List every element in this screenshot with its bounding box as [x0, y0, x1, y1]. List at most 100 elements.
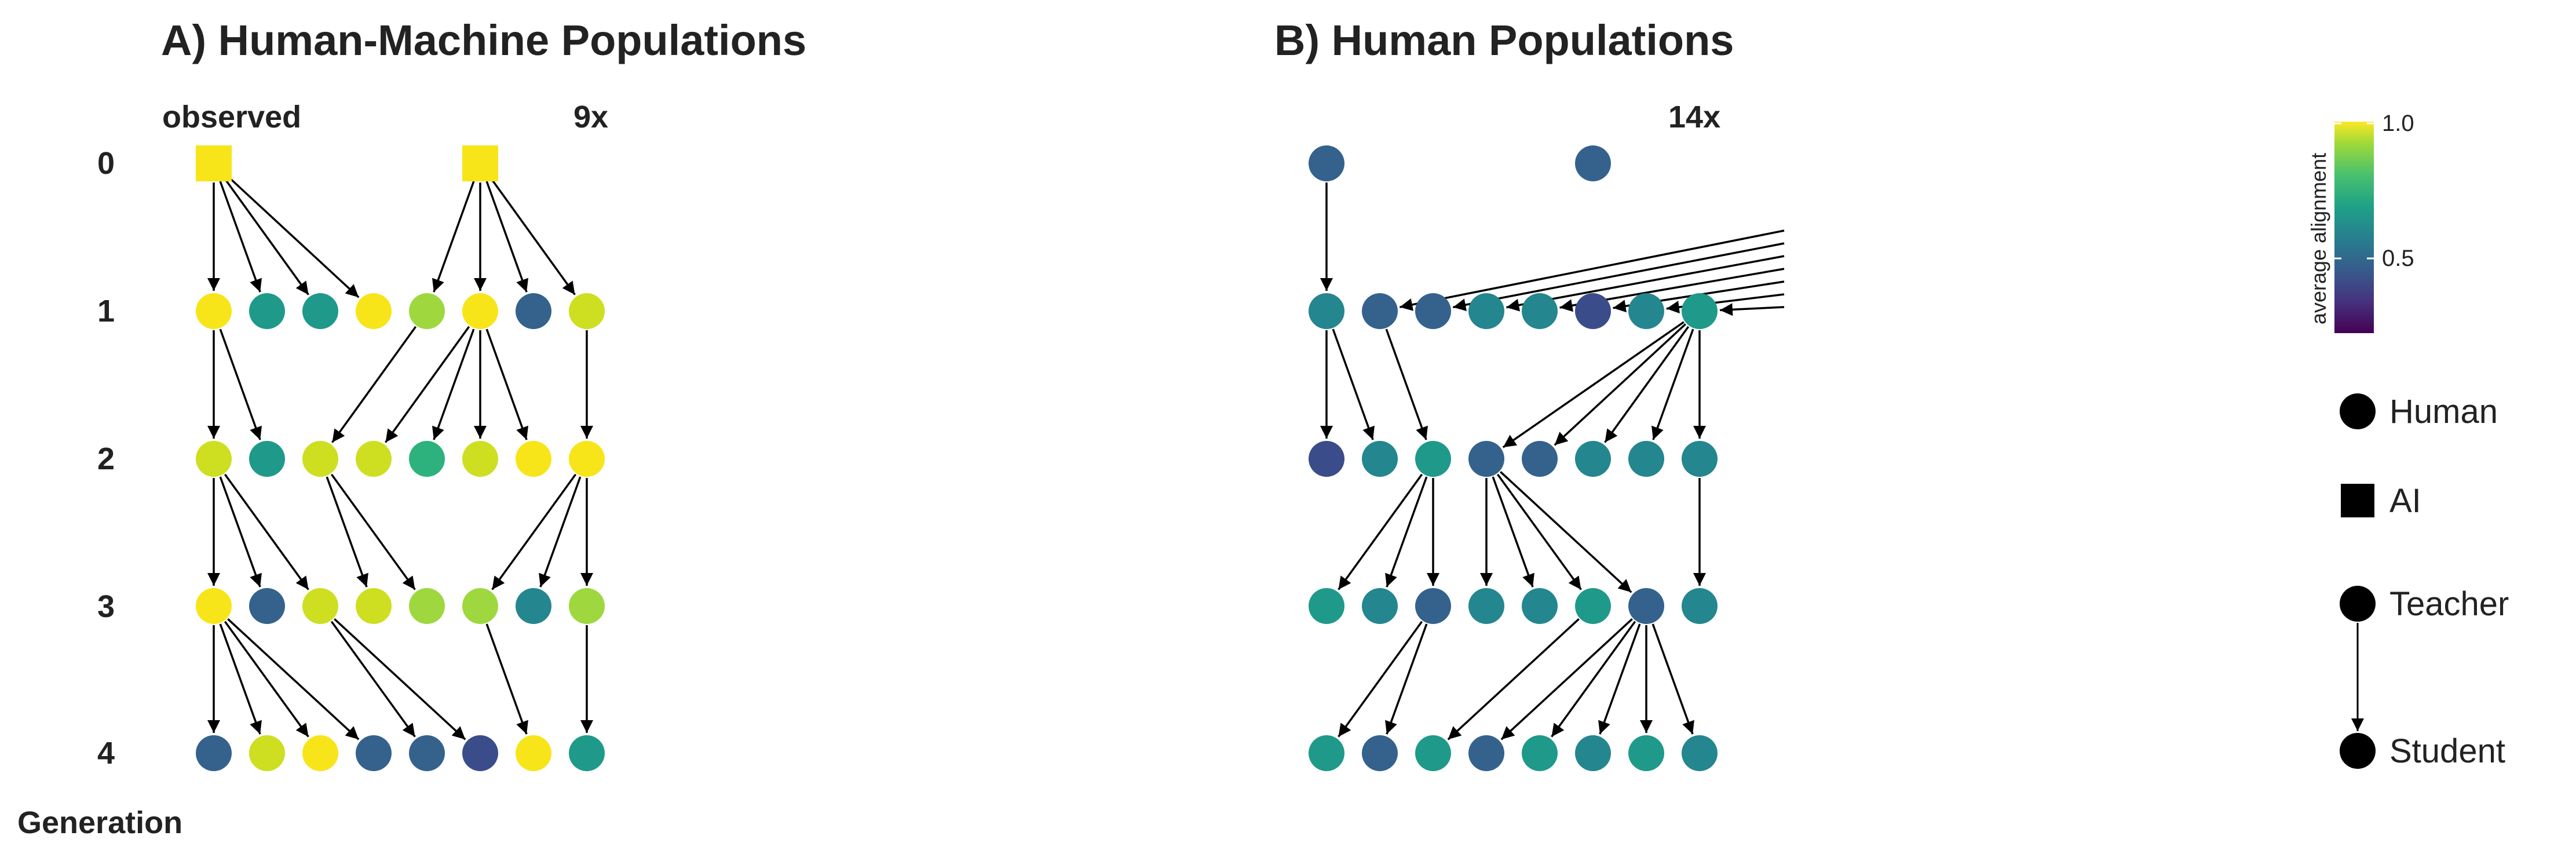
panel-a-edge [219, 476, 262, 587]
panel-b-edge [1598, 623, 1641, 735]
legend-teacher-label: Teacher [2389, 585, 2509, 623]
panel-b-offpanel-edge [1719, 303, 1785, 316]
panel-a-human-node [462, 441, 498, 477]
legend-student-circle [2340, 733, 2376, 769]
panel-b-edge [1651, 623, 1694, 735]
panel-a-human-node [249, 293, 285, 329]
panel-a-human-node [409, 735, 445, 771]
colorbar-tick-label-05: 0.5 [2382, 246, 2414, 271]
panel-a-edge [485, 329, 529, 440]
panel-b-human-node [1575, 293, 1611, 329]
panel-b-edge [1338, 473, 1423, 590]
panel-a-human-node [569, 293, 605, 329]
panel-b-human-node [1522, 735, 1558, 771]
panel-b-edge [1447, 618, 1580, 740]
panel-b-edge [1385, 329, 1428, 440]
panel-b-human-node [1682, 441, 1718, 477]
panel-b-multiplier: 14x [1668, 100, 1720, 134]
panel-b-human-node [1468, 441, 1504, 477]
legend-student-label: Student [2389, 732, 2505, 770]
panel-b-human-node [1522, 441, 1558, 477]
panel-b-human-node [1468, 588, 1504, 624]
panel-a-human-node [462, 735, 498, 771]
panel-a-human-node [196, 735, 232, 771]
panel-a-human-node [409, 441, 445, 477]
panel-b-offpanel-edge [1453, 242, 1785, 311]
panel-a-human-node [409, 293, 445, 329]
panel-a-human-node [516, 735, 551, 771]
panel-b-edge [1554, 323, 1686, 446]
shape-legend: Human AI Teacher Student [2340, 393, 2509, 770]
panel-a-edge [330, 621, 416, 738]
colorbar-title: average alignment [2307, 153, 2330, 324]
panel-a-edge [539, 476, 582, 587]
panel-a-human-node [356, 293, 392, 329]
generation-tick-3: 3 [97, 589, 115, 624]
panel-a-edge [219, 181, 262, 293]
panel-a-human-node [249, 441, 285, 477]
panel-b-human-node [1575, 588, 1611, 624]
panel-b-edge [1332, 329, 1375, 440]
panel-a-edge [227, 618, 360, 740]
panel-b-human-node [1362, 293, 1398, 329]
panel-b-edge [1492, 476, 1534, 587]
legend-human-circle [2340, 393, 2376, 429]
panel-b-human-node [1575, 145, 1611, 181]
panel-b-human-node [1415, 735, 1451, 771]
panel-b-nodes [1309, 145, 1718, 771]
legend-ai-square [2341, 484, 2374, 517]
panel-a-edge [334, 618, 466, 740]
panel-b-edge [1551, 621, 1636, 738]
panel-a-human-node [356, 588, 392, 624]
panel-a-human-node [356, 735, 392, 771]
panel-a-human-node [409, 588, 445, 624]
panel-b-edge [1385, 623, 1428, 735]
panel-b-human-node [1575, 441, 1611, 477]
panel-b-human-node [1522, 588, 1558, 624]
generation-axis-label: Generation [17, 805, 182, 840]
panel-b-human-node [1309, 293, 1344, 329]
panel-a-human-node [516, 293, 551, 329]
panel-a-edge [224, 473, 309, 590]
panel-b-human-node [1362, 588, 1398, 624]
panel-b-human-node [1682, 588, 1718, 624]
panel-a-edge [385, 326, 470, 443]
panel-b-human-node [1628, 293, 1664, 329]
panel-b-edge [1500, 618, 1633, 740]
panel-a-human-node [249, 735, 285, 771]
panel-b-edge [1385, 476, 1428, 587]
panel-a-edge [491, 473, 577, 590]
panel-a-edge [227, 176, 360, 298]
panel-a-human-node [462, 293, 498, 329]
panel-a-edge [485, 181, 529, 293]
panel-b-human-node [1309, 588, 1344, 624]
panel-a-human-node [569, 735, 605, 771]
panel-a-nodes [196, 145, 605, 771]
panel-a-human-node [302, 735, 338, 771]
panel-b-edge [1604, 326, 1690, 443]
panel-a-edge [326, 476, 368, 587]
panel-b-human-node [1309, 441, 1344, 477]
legend-teacher-circle [2340, 586, 2376, 622]
panel-a-title: A) Human-Machine Populations [161, 16, 806, 64]
panel-b-edge [1338, 621, 1423, 738]
panel-b-edge [1500, 471, 1632, 593]
panel-a-edge [219, 329, 262, 440]
panel-a-observed-label: observed [162, 100, 301, 134]
panel-b-edge [1651, 329, 1694, 440]
panel-b-human-node [1415, 588, 1451, 624]
panel-b-human-node [1309, 735, 1344, 771]
panel-a-edge [219, 623, 262, 735]
panel-a-human-node [302, 588, 338, 624]
panel-a-human-node [462, 588, 498, 624]
panel-b-human-node [1415, 293, 1451, 329]
panel-a-multiplier: 9x [573, 100, 608, 134]
panel-b-edge [1496, 473, 1582, 590]
panel-b-human-node [1362, 441, 1398, 477]
panel-b-human-node [1468, 735, 1504, 771]
panel-b-human-node [1468, 293, 1504, 329]
panel-a-human-node [196, 441, 232, 477]
panel-a-human-node [516, 588, 551, 624]
panel-a-human-node [302, 293, 338, 329]
panel-b-human-node [1628, 588, 1664, 624]
